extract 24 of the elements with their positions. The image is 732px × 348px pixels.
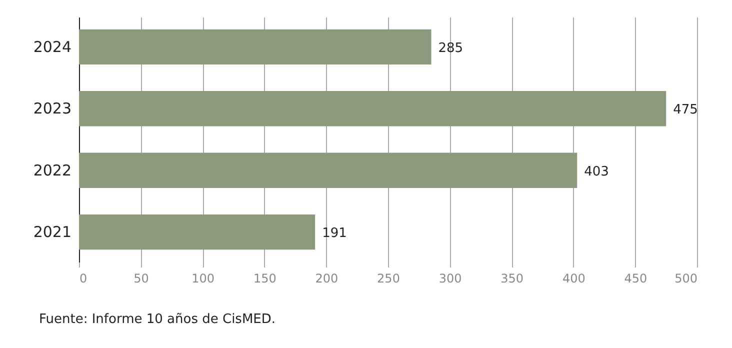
data-label: 403 [584, 164, 609, 180]
bar [79, 214, 316, 250]
y-tick-label: 2024 [33, 38, 72, 56]
x-tick-label: 400 [562, 272, 586, 286]
x-tick-label: 500 [674, 272, 698, 286]
bar [79, 91, 666, 126]
x-tick-label: 350 [500, 272, 524, 286]
data-label: 285 [438, 40, 464, 56]
bar [79, 152, 578, 188]
x-tick-label: 450 [624, 272, 648, 286]
x-tick-label: 0 [80, 272, 88, 286]
y-tick-label: 2021 [33, 223, 72, 242]
x-tick-label: 250 [377, 272, 400, 286]
x-tick-label: 150 [253, 272, 276, 286]
bar [79, 29, 432, 65]
y-tick-label: 2023 [33, 100, 72, 118]
data-label: 191 [322, 226, 347, 242]
x-tick-label: 100 [192, 272, 215, 286]
y-tick-label: 2022 [33, 161, 72, 180]
x-tick-label: 200 [315, 272, 338, 286]
x-tick-label: 50 [134, 272, 149, 286]
x-tick-label: 300 [438, 272, 462, 286]
data-label: 475 [673, 102, 698, 118]
source-note: Fuente: Informe 10 años de CisMED. [39, 312, 276, 327]
